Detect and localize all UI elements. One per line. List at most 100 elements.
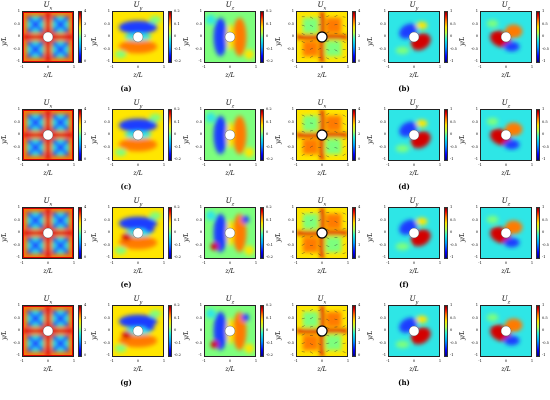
heatmap-panel: Uy 1 0.5 0 -0.5 -1 y/L 1 0.5 0 -0.5 -1 -1 0 1 z/L: [366, 1, 457, 84]
velocity-field-plot: [22, 11, 74, 63]
y-tick-label: 1: [291, 9, 294, 13]
colorbar-tick-label: 0: [84, 59, 87, 63]
y-tick-label: -1: [290, 157, 294, 161]
colorbar-tick-label: 1: [358, 46, 361, 51]
y-tick-label: 0.5: [380, 315, 386, 320]
x-tick-label: 1: [72, 359, 76, 363]
colorbar-tick-label: 0.5: [542, 119, 548, 124]
y-tick-label: 0.5: [380, 217, 386, 222]
x-tick-label: -1: [20, 65, 24, 69]
y-axis-label: y/L: [1, 330, 8, 340]
y-tick-label: 0: [383, 132, 386, 136]
colorbar-tick-label: 1: [358, 144, 361, 149]
subfigure-caption: (d): [398, 182, 410, 191]
x-tick-label: -1: [110, 65, 114, 69]
colorbar-tick-label: -0.5: [450, 46, 457, 51]
colorbar-tick-label: -1: [542, 59, 546, 63]
colorbar-tick-label: 3: [358, 217, 361, 222]
colorbar: [78, 109, 82, 161]
colorbar-tick-label: 0.5: [450, 21, 456, 26]
heatmap-panel: Uy 0.2 0.1 0 -0.1 -0.2 y/L 1 0.5 0 -0.5 -1 -1 0 1 z/L: [90, 197, 181, 280]
x-tick-label: 0: [320, 65, 324, 69]
y-tick-label: 0.5: [104, 21, 110, 26]
panel-title: Uz: [501, 197, 511, 208]
x-tick-label: -1: [110, 359, 114, 363]
colorbar-tick-label: 4: [84, 9, 87, 13]
heatmap-panel: Uy 0.2 0.1 0 -0.1 -0.2 y/L 1 0.5 0 -0.5 -1 -1 0 1 z/L: [90, 1, 181, 84]
panel-title: Uz: [225, 295, 235, 306]
y-tick-label: 0.5: [288, 315, 294, 320]
x-tick-label: 0: [46, 359, 50, 363]
colorbar-tick-label: 1: [358, 242, 361, 247]
y-tick-label: -1: [106, 255, 110, 259]
y-tick-label: 0.5: [472, 21, 478, 26]
subfigure-caption: (a): [120, 84, 132, 93]
y-tick-label: -1: [16, 255, 20, 259]
y-axis-label: y/L: [459, 36, 466, 46]
y-tick-label: -1: [106, 353, 110, 357]
colorbar-tick-label: -0.5: [450, 340, 457, 345]
y-tick-label: 1: [107, 303, 110, 307]
y-tick-label: 0: [475, 132, 478, 136]
colorbar-tick-label: 0: [358, 255, 361, 259]
heatmap-panel: Ux 4 3 2 1 0 y/L 1 0.5 0 -0.5 -1 -1 0 1 z/L: [0, 1, 90, 84]
y-tick-label: 1: [17, 9, 20, 13]
colorbar: [352, 109, 356, 161]
panel-title: Uz: [225, 1, 235, 12]
heatmap-panel: Ux 4 3 2 1 0 y/L 1 0.5 0 -0.5 -1 -1 0 1 z/L: [0, 197, 90, 280]
x-tick-label: 1: [162, 163, 166, 167]
colorbar-tick-label: -0.5: [450, 144, 457, 149]
velocity-field-plot: [296, 305, 348, 357]
subfigure-caption: (c): [120, 182, 132, 191]
panel-title: Uz: [501, 295, 511, 306]
x-axis-label: z/L: [409, 72, 419, 79]
colorbar: [352, 11, 356, 63]
x-tick-label: 1: [438, 261, 442, 265]
y-tick-label: 0.5: [14, 217, 20, 222]
x-axis-label: z/L: [409, 366, 419, 373]
x-tick-label: 0: [228, 359, 232, 363]
x-tick-label: 1: [346, 65, 350, 69]
x-tick-label: -1: [294, 261, 298, 265]
colorbar-tick-label: -0.5: [542, 144, 549, 149]
x-tick-label: 1: [72, 261, 76, 265]
x-tick-label: -1: [110, 163, 114, 167]
x-axis-label: z/L: [133, 366, 143, 373]
y-axis-label: y/L: [1, 36, 8, 46]
velocity-field-plot: [204, 207, 256, 259]
y-tick-label: 0: [199, 230, 202, 234]
x-tick-label: 0: [46, 163, 50, 167]
colorbar-tick-label: -0.1: [174, 242, 181, 247]
y-tick-label: 0.5: [14, 21, 20, 26]
x-tick-label: 1: [438, 163, 442, 167]
x-tick-label: 0: [320, 359, 324, 363]
colorbar-tick-label: 1: [450, 9, 453, 13]
colorbar-tick-label: 0: [266, 34, 269, 38]
y-tick-label: 0: [291, 328, 294, 332]
y-tick-label: 0.5: [472, 217, 478, 222]
y-tick-label: -0.5: [103, 242, 110, 247]
velocity-field-plot: [480, 11, 532, 63]
colorbar-tick-label: 0.2: [174, 303, 180, 307]
y-tick-label: -0.5: [287, 46, 294, 51]
colorbar-tick-label: -0.1: [174, 144, 181, 149]
x-tick-label: -1: [294, 163, 298, 167]
x-tick-label: 0: [46, 261, 50, 265]
y-tick-label: 0.5: [196, 119, 202, 124]
colorbar-tick-label: 3: [358, 315, 361, 320]
colorbar: [536, 109, 540, 161]
y-tick-label: 0: [199, 132, 202, 136]
x-tick-label: -1: [20, 163, 24, 167]
x-axis-label: z/L: [43, 268, 53, 275]
colorbar-tick-label: 0.2: [174, 9, 180, 13]
colorbar-tick-label: -1: [542, 353, 546, 357]
x-tick-label: 1: [530, 261, 534, 265]
colorbar-tick-label: 1: [542, 107, 545, 111]
y-tick-label: -1: [198, 353, 202, 357]
colorbar-tick-label: 0.2: [266, 303, 272, 307]
colorbar-tick-label: 2: [358, 132, 361, 136]
colorbar-tick-label: 1: [84, 242, 87, 247]
y-axis-label: y/L: [1, 134, 8, 144]
y-axis-label: y/L: [459, 330, 466, 340]
colorbar: [536, 207, 540, 259]
